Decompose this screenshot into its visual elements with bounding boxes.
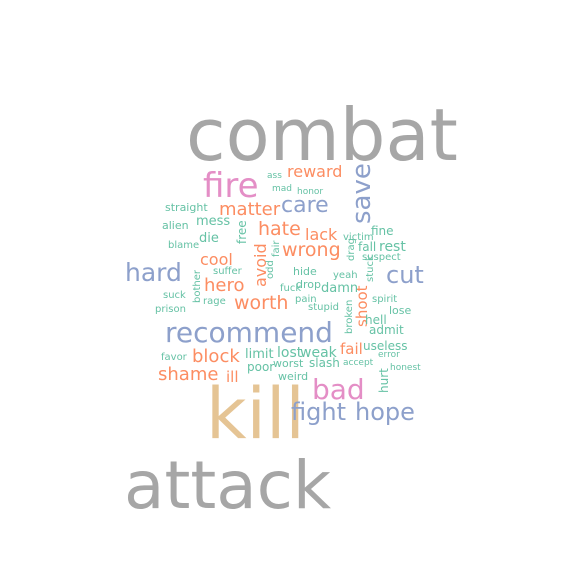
- word-accept: accept: [343, 358, 374, 368]
- word-spirit: spirit: [372, 294, 397, 305]
- word-favor: favor: [161, 352, 188, 363]
- word-error: error: [378, 350, 400, 360]
- word-recommend: recommend: [165, 316, 333, 349]
- word-block: block: [192, 346, 240, 367]
- word-matter: matter: [219, 199, 281, 220]
- word-ass: ass: [267, 171, 282, 181]
- word-attack: attack: [124, 447, 332, 524]
- word-slash: slash: [309, 356, 340, 370]
- word-shoot: shoot: [353, 285, 371, 327]
- word-admit: admit: [369, 323, 404, 337]
- word-fail: fail: [340, 340, 363, 358]
- word-cut: cut: [386, 261, 424, 289]
- word-lost: lost: [277, 345, 303, 361]
- word-broken: broken: [344, 300, 355, 334]
- word-hope: hope: [355, 398, 415, 426]
- word-fall: fall: [358, 240, 376, 254]
- word-suck: suck: [163, 290, 186, 301]
- word-yeah: yeah: [333, 270, 358, 281]
- word-drag: drag: [346, 238, 357, 261]
- word-mess: mess: [196, 214, 230, 229]
- word-lose: lose: [389, 304, 412, 317]
- word-shame: shame: [158, 364, 218, 385]
- word-hide: hide: [293, 265, 317, 278]
- word-combat: combat: [186, 93, 458, 177]
- word-bother: bother: [192, 269, 203, 303]
- word-avoid: avoid: [251, 243, 270, 287]
- word-bad: bad: [312, 373, 365, 406]
- word-suffer: suffer: [213, 266, 243, 277]
- word-honor: honor: [297, 187, 323, 197]
- word-wrong: wrong: [282, 239, 341, 261]
- word-poor: poor: [247, 360, 274, 374]
- word-fair: fair: [271, 240, 282, 257]
- word-useless: useless: [363, 339, 407, 353]
- word-die: die: [199, 231, 219, 246]
- word-worth: worth: [234, 292, 288, 314]
- word-fight: fight: [291, 398, 346, 426]
- word-stupid: stupid: [308, 302, 339, 313]
- word-drop: drop: [296, 278, 321, 291]
- word-hell: hell: [365, 313, 387, 327]
- word-save: save: [347, 163, 377, 224]
- word-mad: mad: [272, 184, 292, 194]
- word-hurt: hurt: [377, 368, 391, 393]
- word-prison: prison: [155, 304, 186, 315]
- word-weak: weak: [300, 345, 338, 361]
- word-kill: kill: [206, 373, 305, 455]
- word-alien: alien: [162, 219, 189, 232]
- word-fire: fire: [203, 166, 259, 206]
- word-hero: hero: [204, 275, 245, 296]
- word-ill: ill: [226, 368, 239, 386]
- word-rage: rage: [203, 296, 226, 307]
- word-hard: hard: [125, 258, 182, 287]
- word-rest: rest: [379, 239, 406, 255]
- word-damn: damn: [321, 281, 358, 296]
- word-reward: reward: [287, 162, 342, 181]
- word-straight: straight: [165, 201, 208, 214]
- word-odd: odd: [265, 260, 276, 279]
- word-hate: hate: [258, 218, 301, 240]
- word-lack: lack: [305, 225, 338, 244]
- word-fuck: fuck: [280, 283, 301, 294]
- word-suspect: suspect: [362, 252, 401, 263]
- word-pain: pain: [295, 294, 317, 305]
- word-honest: honest: [390, 363, 421, 373]
- word-limit: limit: [245, 347, 274, 362]
- word-care: care: [281, 193, 329, 218]
- word-cool: cool: [200, 250, 233, 269]
- word-worst: worst: [273, 357, 304, 370]
- word-fine: fine: [371, 224, 394, 238]
- word-victim: victim: [343, 232, 374, 243]
- word-weird: weird: [278, 370, 308, 383]
- word-free: free: [235, 220, 249, 244]
- word-stuck: stuck: [365, 255, 376, 282]
- word-blame: blame: [168, 240, 199, 251]
